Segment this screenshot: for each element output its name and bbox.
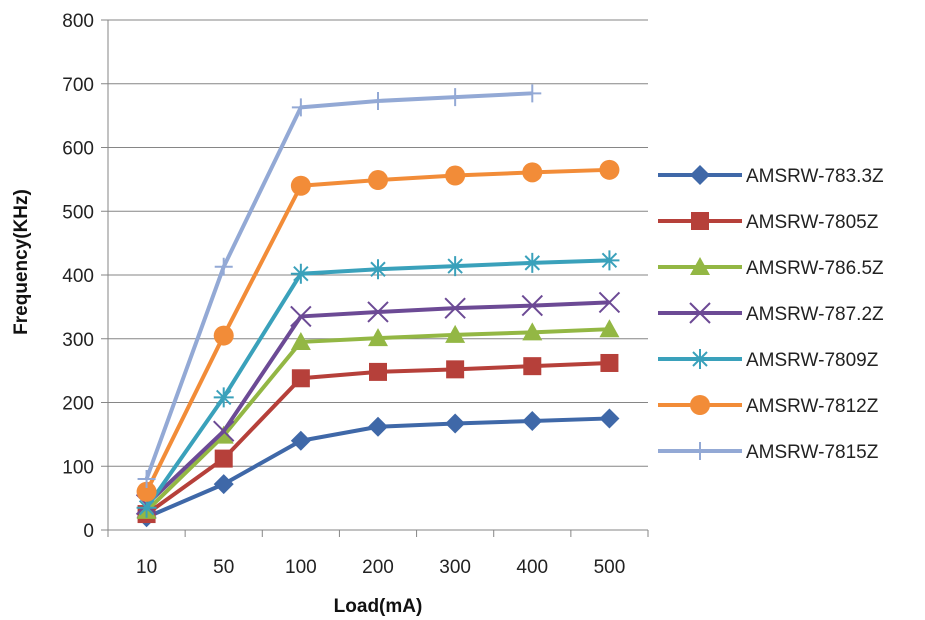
legend-item: AMSRW-783.3Z <box>658 165 884 187</box>
y-tick-label: 600 <box>62 139 94 160</box>
legend-label: AMSRW-7809Z <box>746 350 879 371</box>
data-point <box>290 305 312 328</box>
y-tick-label: 300 <box>62 330 94 351</box>
data-point <box>599 159 620 180</box>
data-point <box>214 257 233 276</box>
data-point <box>446 360 465 379</box>
data-point <box>213 420 235 442</box>
legend-item: AMSRW-7812Z <box>658 395 879 417</box>
data-point <box>213 425 234 444</box>
data-point <box>445 413 466 434</box>
data-point <box>368 328 388 347</box>
legend-marker <box>690 257 710 275</box>
data-point <box>445 324 466 343</box>
y-axis-title: Frequency(KHz) <box>11 189 32 335</box>
legend-label: AMSRW-783.3Z <box>746 166 884 187</box>
data-point <box>445 256 466 277</box>
series-AMSRW-787.2Z <box>135 291 621 516</box>
data-point <box>599 250 620 271</box>
data-point <box>137 470 156 488</box>
legend-item: AMSRW-7815Z <box>658 442 879 463</box>
data-point <box>291 98 310 117</box>
x-tick-label: 10 <box>136 557 157 578</box>
data-point <box>213 325 234 346</box>
data-point <box>522 162 543 183</box>
x-tick-label: 400 <box>516 557 548 578</box>
y-tick-label: 200 <box>62 394 94 415</box>
legend-label: AMSRW-7805Z <box>746 212 879 233</box>
data-point <box>368 170 388 191</box>
legend-label: AMSRW-786.5Z <box>746 258 884 279</box>
data-point <box>521 294 543 317</box>
series-AMSRW-7809Z <box>136 250 620 518</box>
y-tick-labels: 0 100 200 300 400 500 600 700 800 <box>62 11 94 542</box>
series-AMSRW-7815Z <box>137 84 542 488</box>
legend-item: AMSRW-787.2Z <box>658 302 884 325</box>
data-point <box>368 416 388 437</box>
legend-item: AMSRW-7809Z <box>658 349 879 371</box>
data-point <box>213 474 234 495</box>
data-point <box>522 252 543 273</box>
data-point <box>290 175 311 196</box>
data-point <box>600 353 619 372</box>
series-AMSRW-7805Z <box>137 353 619 524</box>
data-point <box>598 291 621 314</box>
data-point <box>136 481 157 502</box>
data-point <box>368 259 388 280</box>
legend-marker <box>690 395 710 415</box>
y-tick-label: 700 <box>62 75 94 96</box>
data-point <box>446 88 465 107</box>
data-point <box>213 387 234 408</box>
x-tick-label: 300 <box>439 557 471 578</box>
legend-label: AMSRW-7812Z <box>746 396 879 417</box>
x-tick-label: 50 <box>213 557 234 578</box>
data-point <box>599 408 620 429</box>
legend-label: AMSRW-787.2Z <box>746 304 884 325</box>
x-axis-title: Load(mA) <box>334 596 423 617</box>
x-tick-labels: 10 50 100 200 300 400 500 <box>136 557 625 578</box>
data-point <box>445 165 466 186</box>
data-point <box>367 301 389 323</box>
x-tick-label: 100 <box>285 557 317 578</box>
legend-marker <box>689 302 711 324</box>
legend-marker <box>690 165 710 185</box>
data-point <box>214 449 233 468</box>
data-point <box>369 362 387 381</box>
series-AMSRW-7812Z <box>136 159 620 502</box>
y-tick-label: 500 <box>62 202 94 223</box>
legend-marker <box>690 349 710 369</box>
series-group <box>135 84 621 528</box>
data-point <box>290 263 311 284</box>
data-point <box>599 319 620 338</box>
data-point <box>290 331 311 350</box>
legend-label: AMSRW-7815Z <box>746 442 879 463</box>
axes <box>101 19 649 537</box>
legend-marker <box>691 442 709 460</box>
data-point <box>523 357 542 376</box>
legend-item: AMSRW-786.5Z <box>658 257 884 279</box>
data-point <box>136 497 157 518</box>
data-point <box>369 91 387 110</box>
data-point <box>444 297 466 319</box>
y-tick-label: 100 <box>62 457 94 478</box>
data-point <box>522 410 543 431</box>
x-tick-label: 200 <box>362 557 394 578</box>
series-line <box>144 91 533 480</box>
series-AMSRW-786.5Z <box>136 319 620 519</box>
legend-marker <box>691 212 709 230</box>
y-tick-label: 0 <box>83 521 94 542</box>
data-point <box>523 84 542 103</box>
data-point <box>290 430 311 451</box>
y-tick-label: 400 <box>62 266 94 287</box>
legend: AMSRW-783.3Z AMSRW-7805Z AMSRW-786.5Z AMSRW… <box>658 165 884 463</box>
data-point <box>291 369 310 388</box>
data-point <box>522 322 543 341</box>
legend-item: AMSRW-7805Z <box>658 212 879 233</box>
y-tick-label: 800 <box>62 11 94 32</box>
x-tick-label: 500 <box>594 557 626 578</box>
